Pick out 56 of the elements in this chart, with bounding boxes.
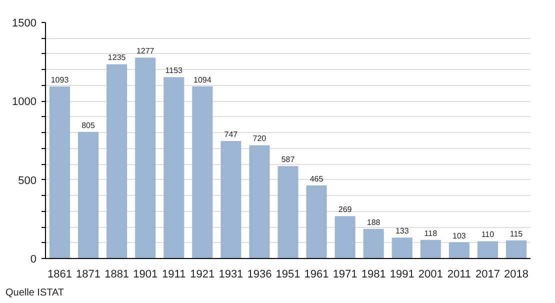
bar	[334, 216, 356, 258]
x-tick-label: 2011	[447, 268, 472, 280]
x-tick-label: 1971	[332, 268, 358, 280]
y-tick-label: 500	[18, 174, 37, 187]
x-tick-label: 1861	[48, 268, 72, 280]
x-tick-label: 2017	[475, 268, 500, 280]
bar	[306, 185, 327, 258]
data-label: 1153	[165, 66, 184, 76]
data-label: 118	[424, 228, 438, 238]
bar	[164, 77, 184, 258]
data-label: 747	[224, 130, 238, 139]
data-label: 465	[310, 174, 324, 184]
x-tick-label: 1921	[190, 268, 215, 280]
x-tick-label: 1881	[104, 268, 130, 280]
data-label: 1093	[50, 76, 70, 85]
x-tick-label: 1901	[133, 268, 158, 280]
data-label: 115	[510, 229, 524, 238]
bar	[477, 241, 498, 258]
bar	[392, 238, 412, 258]
bar	[420, 240, 441, 258]
data-label: 1235	[108, 53, 126, 62]
x-tick-label: 1981	[361, 268, 386, 280]
bar	[78, 132, 99, 258]
data-label: 805	[82, 120, 96, 130]
x-tick-label: 1991	[390, 268, 414, 280]
data-label: 133	[395, 226, 410, 236]
data-label: 188	[366, 218, 381, 227]
bar	[249, 145, 270, 258]
data-label: 269	[338, 205, 352, 214]
x-tick-label: 1931	[218, 268, 244, 280]
source-note: Quelle ISTAT	[6, 288, 64, 298]
x-tick-label: 1951	[276, 268, 300, 280]
y-tick-label: 1500	[12, 18, 37, 30]
bar	[448, 242, 470, 258]
data-label: 103	[452, 231, 466, 240]
y-tick-label: 0	[30, 254, 37, 266]
bar	[506, 240, 527, 258]
bar	[192, 86, 213, 258]
data-label: 1277	[136, 46, 155, 56]
bar	[220, 140, 242, 258]
x-tick-label: 2001	[418, 268, 443, 280]
data-label: 720	[252, 134, 267, 144]
data-label: 587	[281, 155, 296, 164]
x-tick-label: 1871	[76, 268, 101, 280]
bar	[278, 166, 298, 258]
bar	[135, 58, 156, 258]
x-tick-label: 2018	[504, 268, 528, 280]
x-tick-label: 1911	[162, 268, 186, 280]
bar	[49, 86, 70, 258]
bar	[363, 228, 384, 258]
x-tick-label: 1961	[304, 268, 329, 280]
data-label: 1094	[194, 75, 212, 84]
data-label: 110	[481, 230, 495, 240]
y-tick-label: 1000	[12, 96, 37, 108]
x-tick-label: 1936	[247, 268, 272, 280]
bar	[106, 64, 128, 258]
